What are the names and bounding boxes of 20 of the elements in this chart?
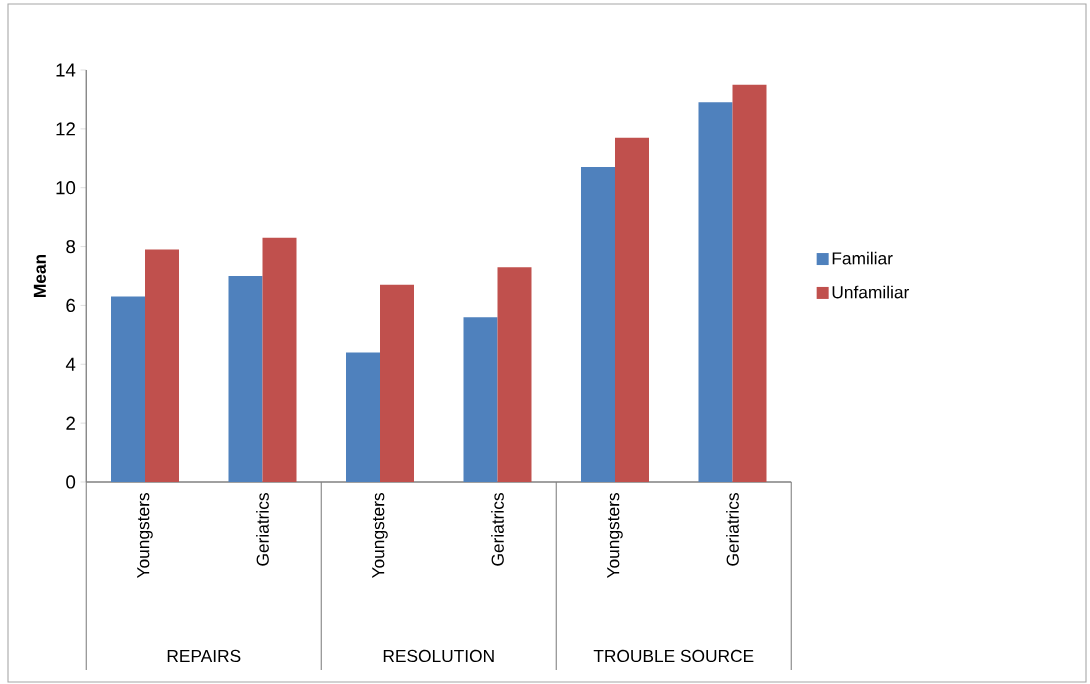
y-tick-label: 8 — [66, 239, 76, 254]
legend-label: Familiar — [832, 251, 893, 265]
y-tick-label: 4 — [65, 357, 76, 371]
x-tick-label: Geriatrics — [491, 493, 504, 566]
y-tick-label: 12 — [56, 122, 75, 136]
legend-label: Unfamiliar — [832, 285, 910, 299]
y-tick-label: 14 — [56, 63, 76, 77]
x-tick-label: Youngsters — [372, 493, 388, 579]
x-tick-label: Youngsters — [137, 493, 153, 579]
text: RESOLUTION — [383, 649, 494, 663]
x-tick-label: Geriatrics — [256, 493, 269, 566]
y-tick-label: 0 — [66, 475, 76, 489]
text: REPAIRS — [167, 649, 241, 663]
y-tick-label: 2 — [66, 416, 75, 430]
x-tick-label: Geriatrics — [726, 493, 739, 566]
y-tick-label: 6 — [66, 298, 76, 313]
text: TROUBLE SOURCE — [593, 649, 754, 663]
x-tick-label: Youngsters — [607, 493, 623, 579]
y-tick-label: 10 — [56, 181, 76, 195]
y-axis-title: Mean — [33, 254, 46, 297]
